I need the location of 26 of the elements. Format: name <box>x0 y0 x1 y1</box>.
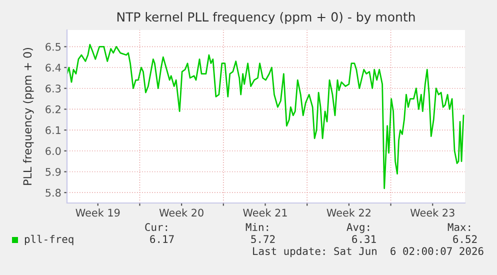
text: 6.52 <box>453 235 477 244</box>
y-tick-label: 6.4 <box>46 64 61 72</box>
y-tick-label: 6.0 <box>46 147 61 155</box>
y-tick-label: 6.3 <box>46 84 61 92</box>
text: 6.17 <box>150 235 174 244</box>
x-tick-label: Week 22 <box>326 208 370 217</box>
text: Max: <box>448 223 470 232</box>
text: Last update: Sat Jun 6 02:00:07 2026 <box>253 246 484 258</box>
text: 6.31 <box>352 235 376 244</box>
x-tick-label: Week 20 <box>159 208 204 217</box>
y-tick-label: 5.9 <box>46 168 61 176</box>
legend-label: pll-freq <box>24 234 74 246</box>
text: Avg: <box>346 223 370 234</box>
x-tick-label: Week 23 <box>410 208 454 217</box>
y-tick-label: 6.5 <box>46 42 61 51</box>
y-tick-label: 6.2 <box>46 105 60 114</box>
chart-title: NTP kernel PLL frequency (ppm + 0) - by month <box>117 12 415 24</box>
x-tick-label: Week 21 <box>243 208 287 217</box>
y-axis-title: PLL frequency (ppm + 0) <box>23 48 34 185</box>
text: Cur: <box>145 223 168 232</box>
text: Min: <box>246 222 268 231</box>
x-tick-label: Week 19 <box>76 208 120 217</box>
line-series <box>67 44 464 190</box>
text: 5.72 <box>251 235 275 244</box>
y-tick-label: 5.8 <box>46 188 61 197</box>
y-tick-label: 6.1 <box>46 126 60 134</box>
